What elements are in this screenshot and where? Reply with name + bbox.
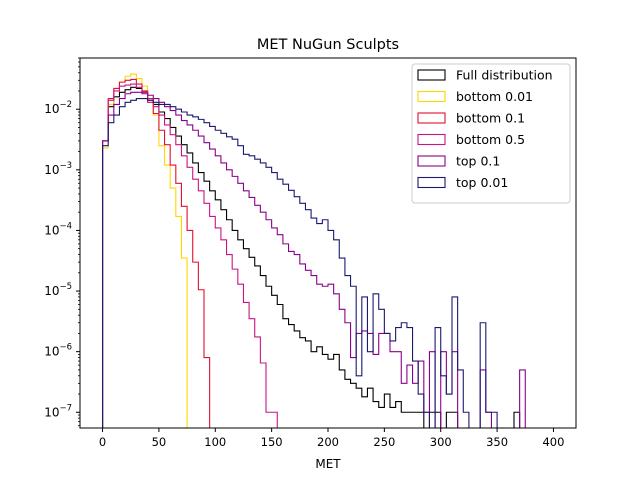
y-axis: 10−7 10−6 10−5 10−4 10−3 10−2 (44, 57, 80, 427)
legend-label: Full distribution (456, 68, 553, 83)
x-tick-label: 250 (373, 435, 395, 449)
y-tick-label: 10−5 (44, 282, 72, 298)
y-tick-label: 10−3 (44, 161, 72, 177)
x-axis: 0 50 100 150 200 250 300 350 400 (99, 428, 564, 449)
x-tick-label: 350 (486, 435, 508, 449)
x-tick-label: 400 (542, 435, 564, 449)
legend-label: top 0.1 (456, 154, 500, 169)
legend-label: top 0.01 (456, 175, 508, 190)
legend-label: bottom 0.01 (456, 89, 533, 104)
x-tick-label: 0 (99, 435, 106, 449)
legend-swatch (417, 155, 446, 167)
legend-label: bottom 0.5 (456, 132, 525, 147)
x-axis-label: MET (315, 457, 341, 471)
chart-title: MET NuGun Sculpts (257, 37, 399, 53)
x-tick-label: 300 (430, 435, 452, 449)
x-tick-label: 50 (152, 435, 167, 449)
legend-swatch (417, 176, 446, 189)
legend: Full distribution bottom 0.01 bottom 0.1 bo… (411, 63, 571, 204)
legend-swatch (417, 112, 446, 124)
legend-swatch (417, 90, 446, 103)
legend-label: bottom 0.1 (456, 111, 525, 126)
legend-swatch (417, 133, 446, 146)
series-line-3 (102, 83, 278, 428)
y-tick-label: 10−7 (44, 403, 72, 419)
series-line-2 (102, 78, 211, 428)
y-tick-label: 10−2 (44, 100, 72, 116)
y-tick-label: 10−4 (44, 221, 72, 237)
x-tick-label: 100 (204, 435, 226, 449)
series-line-5 (102, 98, 498, 428)
series-layer (102, 73, 526, 428)
x-tick-label: 200 (317, 435, 339, 449)
y-tick-label: 10−6 (44, 343, 72, 359)
legend-box (411, 63, 571, 204)
x-tick-label: 150 (261, 435, 283, 449)
legend-swatch (417, 69, 446, 81)
